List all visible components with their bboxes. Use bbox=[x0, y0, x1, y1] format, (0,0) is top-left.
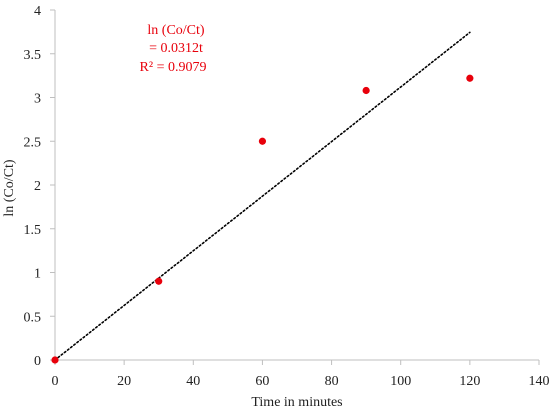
data-point bbox=[466, 74, 474, 82]
data-point bbox=[258, 137, 267, 145]
y-tick-label: 3 bbox=[34, 92, 41, 107]
linear-trendline bbox=[54, 31, 471, 361]
axes bbox=[50, 9, 540, 365]
equation-line-1: ln (Co/Ct) bbox=[147, 23, 205, 38]
y-tick-label: 2.5 bbox=[24, 135, 42, 150]
y-tick-label: 3.5 bbox=[24, 48, 42, 63]
y-tick-label: 1.5 bbox=[24, 223, 42, 238]
y-tick-label: 4 bbox=[34, 4, 41, 19]
x-tick-label: 60 bbox=[255, 374, 269, 389]
x-tick-label: 140 bbox=[529, 374, 550, 389]
data-point bbox=[51, 356, 59, 364]
y-tick-label: 0 bbox=[34, 354, 41, 369]
y-axis-title: ln (Co/Ct) bbox=[2, 159, 17, 217]
x-tick-label: 0 bbox=[52, 374, 59, 389]
x-tick-label: 40 bbox=[186, 374, 200, 389]
trendline-equation: ln (Co/Ct) = 0.0312t R² = 0.9079 bbox=[140, 23, 207, 75]
x-tick-label: 20 bbox=[117, 374, 131, 389]
y-tick-label: 0.5 bbox=[24, 310, 42, 325]
x-tick-label: 120 bbox=[459, 374, 480, 389]
y-tick-label: 1 bbox=[34, 267, 41, 282]
data-point bbox=[155, 277, 163, 285]
data-points bbox=[51, 74, 474, 364]
data-point bbox=[362, 86, 370, 95]
y-tick-labels: 0 0.5 1 1.5 2 2.5 3 3.5 4 bbox=[24, 4, 42, 369]
r-squared-label: R² = 0.9079 bbox=[140, 60, 207, 75]
x-tick-label: 80 bbox=[325, 374, 339, 389]
x-axis-title: Time in minutes bbox=[251, 395, 342, 408]
trendline-group bbox=[54, 31, 471, 361]
x-tick-labels: 0 20 40 60 80 100 120 140 bbox=[52, 374, 550, 389]
y-tick-label: 2 bbox=[34, 179, 41, 194]
equation-line-2: = 0.0312t bbox=[149, 41, 203, 56]
x-tick-label: 100 bbox=[390, 374, 411, 389]
